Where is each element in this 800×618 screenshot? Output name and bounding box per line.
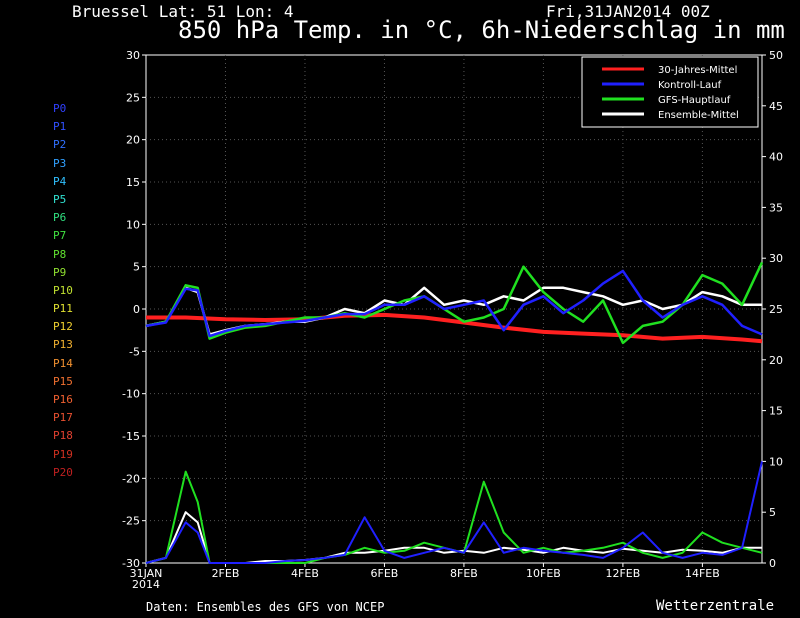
- member-label-p7: P7: [53, 229, 67, 243]
- y-left-tick-label: -25: [122, 515, 140, 528]
- y-left-tick-label: 30: [126, 49, 140, 62]
- member-label-p10: P10: [53, 283, 73, 297]
- y-left-tick-label: 15: [126, 176, 140, 189]
- member-label-p11: P11: [53, 302, 73, 316]
- data-source-credit: Daten: Ensembles des GFS von NCEP: [146, 600, 385, 614]
- y-left-tick-label: -15: [122, 430, 140, 443]
- member-label-p18: P18: [53, 429, 73, 443]
- member-label-p16: P16: [53, 393, 73, 406]
- legend-label: 30-Jahres-Mittel: [658, 65, 737, 76]
- legend-label: Kontroll-Lauf: [658, 80, 722, 91]
- x-tick-label: 8FEB: [450, 567, 478, 580]
- member-label-p12: P12: [53, 320, 73, 334]
- member-label-p19: P19: [53, 447, 73, 461]
- member-label-p8: P8: [53, 247, 67, 261]
- member-label-p14: P14: [53, 356, 73, 370]
- y-left-tick-label: -20: [122, 472, 140, 485]
- y-left-tick-label: 0: [133, 303, 140, 316]
- y-right-tick-label: 15: [769, 405, 783, 418]
- y-left-tick-label: -10: [122, 388, 140, 401]
- station-label: Bruessel Lat: 51 Lon: 4: [72, 2, 294, 21]
- legend-label: GFS-Hauptlauf: [658, 95, 731, 106]
- precip-line-kontroll-lauf: [145, 461, 763, 564]
- legend-label: Ensemble-Mittel: [658, 110, 739, 121]
- y-left-tick-label: 10: [126, 218, 140, 231]
- temp-line-kontroll-lauf: [145, 269, 763, 338]
- y-right-tick-label: 25: [769, 303, 783, 316]
- y-right-tick-label: 30: [769, 252, 783, 265]
- y-right-tick-label: 20: [769, 354, 783, 367]
- x-tick-label: 4FEB: [291, 567, 319, 580]
- member-label-p9: P9: [53, 265, 67, 279]
- y-right-tick-label: 10: [769, 455, 783, 468]
- y-left-tick-label: 5: [133, 261, 140, 274]
- member-label-p13: P13: [53, 338, 73, 352]
- member-label-p17: P17: [53, 411, 73, 425]
- y-right-tick-label: 35: [769, 201, 783, 214]
- y-right-tick-label: 0: [769, 557, 776, 570]
- x-tick-label: 2FEB: [212, 567, 240, 580]
- x-tick-label: 14FEB: [685, 567, 720, 580]
- x-tick-label: 10FEB: [526, 567, 561, 580]
- y-left-tick-label: -30: [122, 557, 140, 570]
- member-label-p5: P5: [53, 192, 67, 206]
- member-label-p4: P4: [53, 174, 67, 188]
- y-right-tick-label: 5: [769, 506, 776, 519]
- y-right-tick-label: 50: [769, 49, 783, 62]
- member-label-p2: P2: [53, 138, 67, 152]
- y-left-tick-label: -5: [129, 345, 140, 358]
- y-left-tick-label: 20: [126, 134, 140, 147]
- member-label-p3: P3: [53, 156, 67, 170]
- member-label-p1: P1: [53, 120, 67, 134]
- member-label-p6: P6: [53, 211, 67, 225]
- y-right-tick-label: 40: [769, 151, 783, 164]
- chart-title: 850 hPa Temp. in °C, 6h-Niederschlag in …: [178, 16, 785, 44]
- member-label-p20: P20: [53, 465, 73, 479]
- x-tick-label: 31JAN: [130, 567, 163, 580]
- x-tick-label: 12FEB: [605, 567, 640, 580]
- y-left-tick-label: 25: [126, 91, 140, 104]
- run-datetime: Fri,31JAN2014 00Z: [546, 2, 710, 21]
- brand-label: Wetterzentrale: [656, 598, 775, 614]
- member-label-p0: P0: [53, 102, 67, 115]
- y-right-tick-label: 45: [769, 100, 783, 113]
- ensemble-member-list: P0 P1 P2 P3 P4 P5 P6 P7 P8 P9 P10 P11 P12 P13 P14 P15 P1…: [53, 100, 93, 482]
- member-label-p15: P15: [53, 374, 73, 388]
- x-tick-sublabel: 2014: [132, 578, 160, 591]
- x-tick-label: 6FEB: [371, 567, 399, 580]
